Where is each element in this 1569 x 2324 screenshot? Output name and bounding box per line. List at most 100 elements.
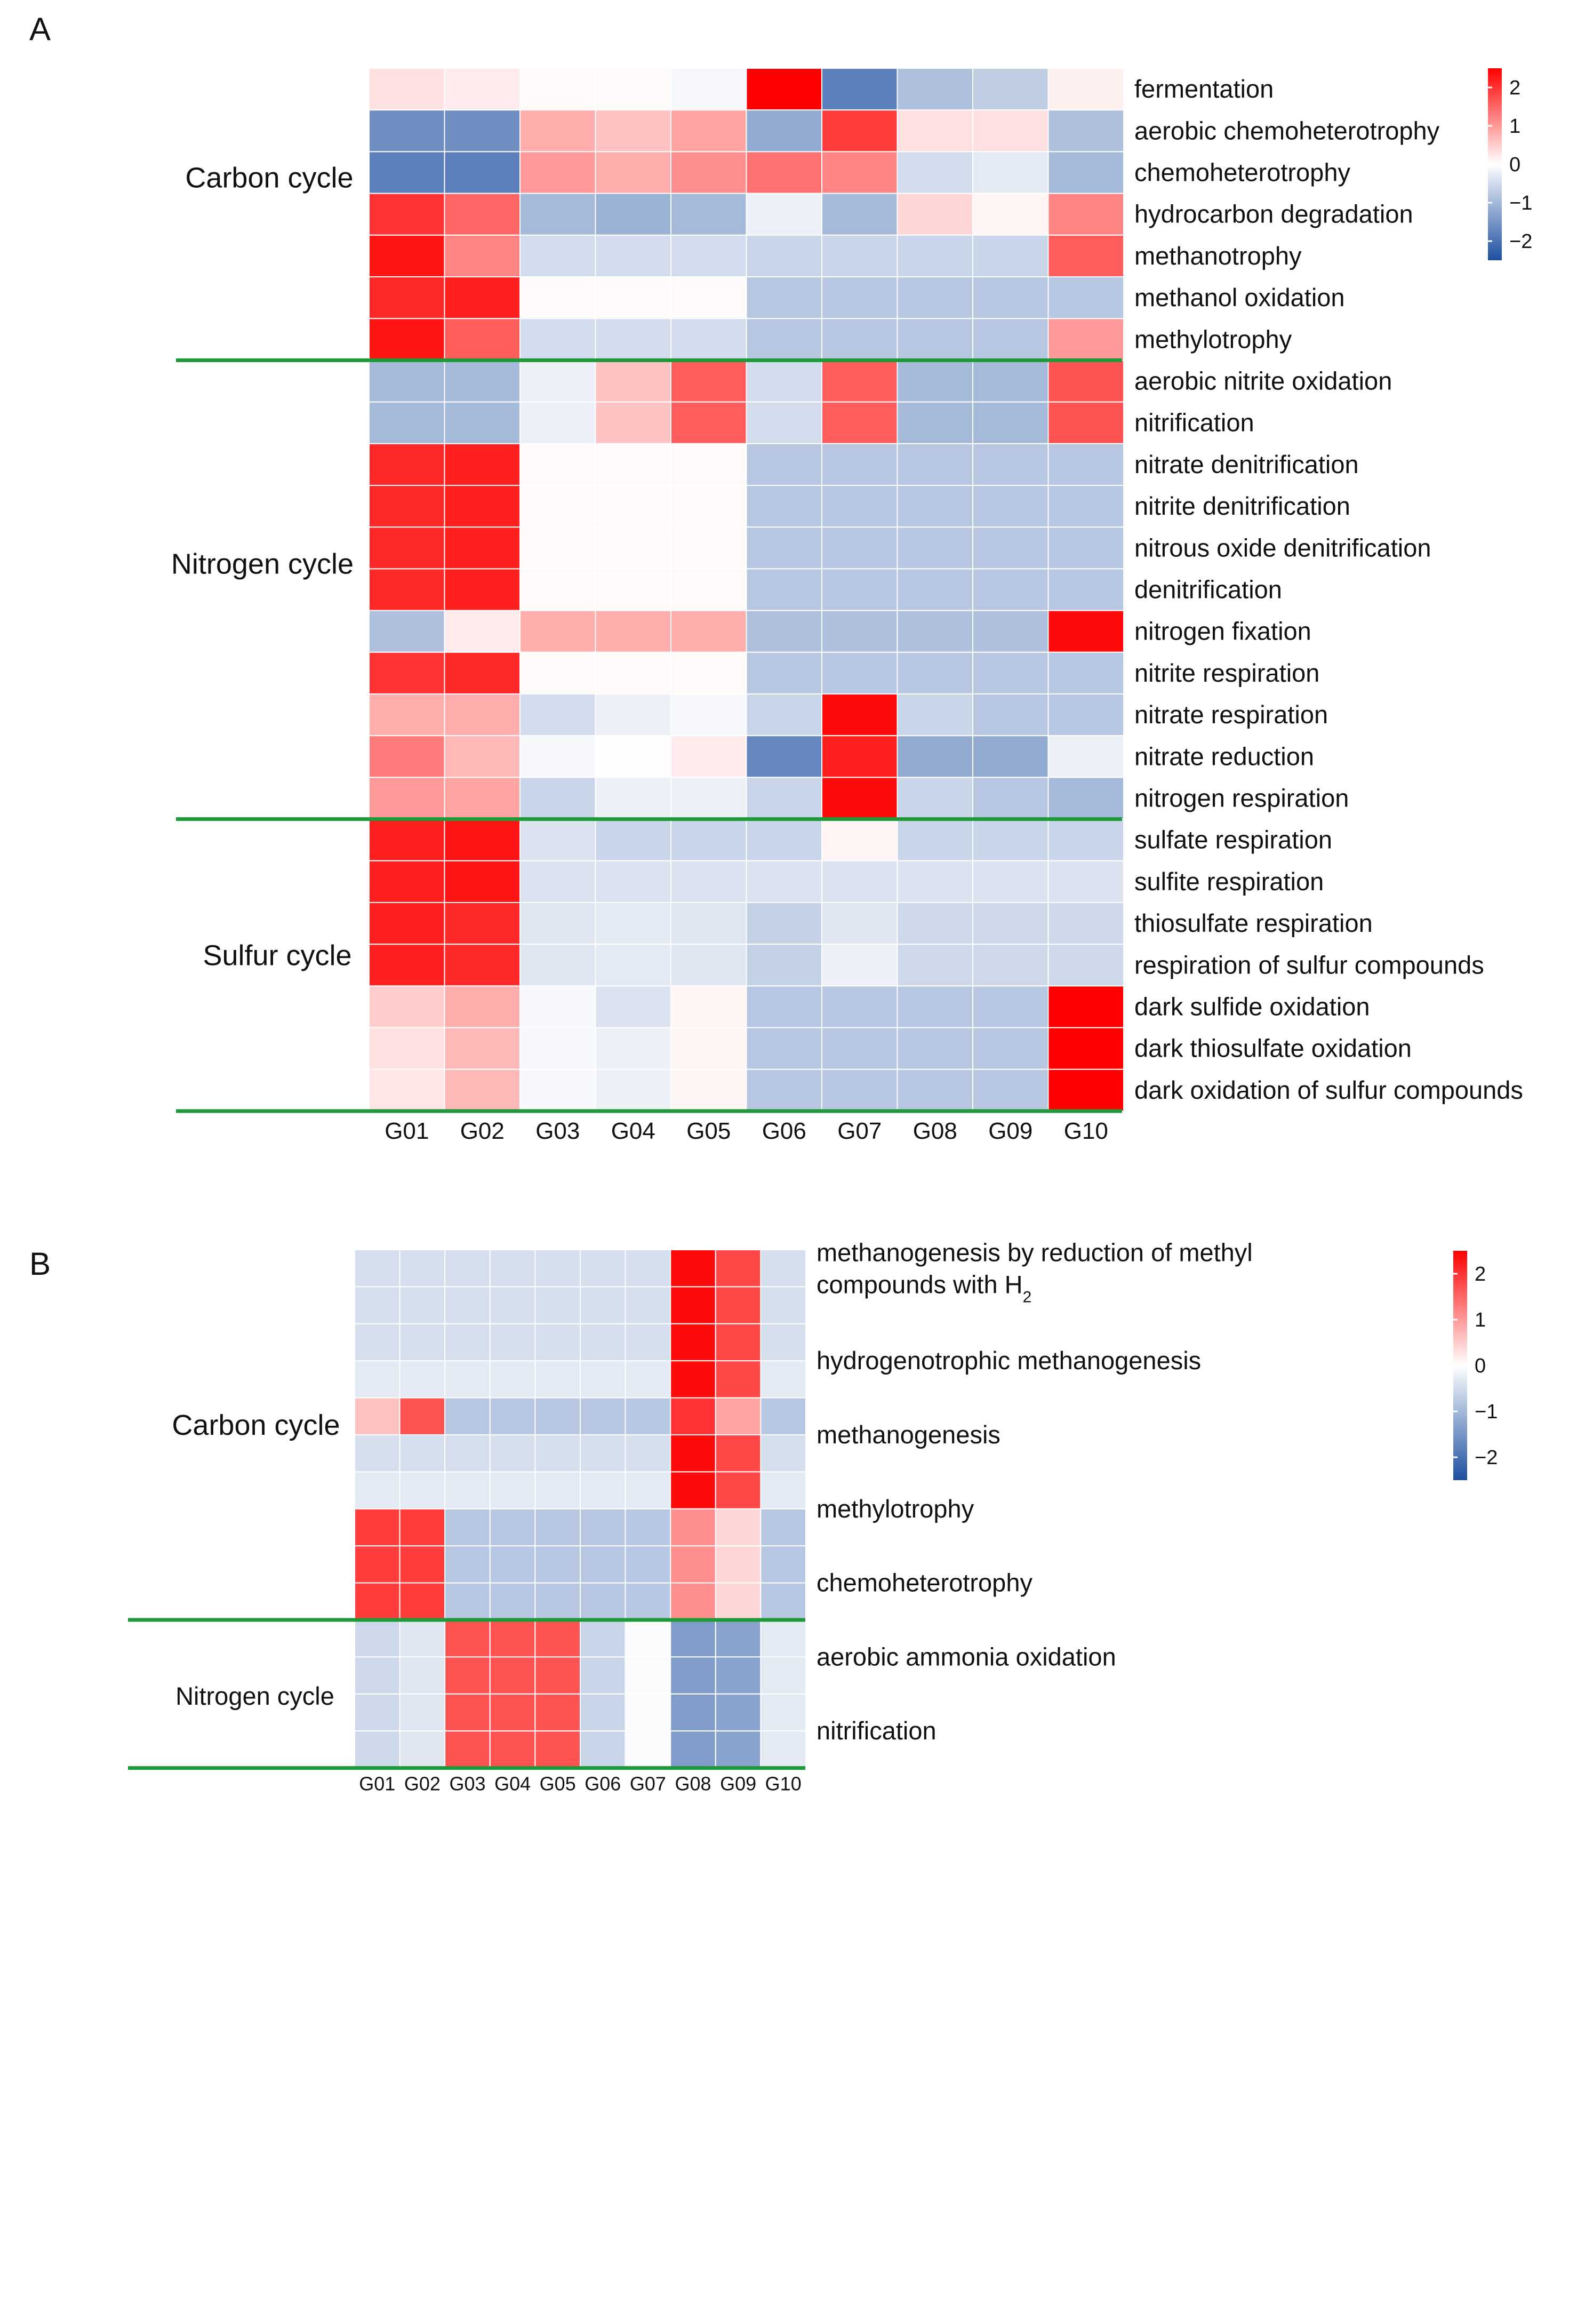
cell-a-methanotrophy-g09 (972, 234, 1049, 277)
cell-a-respiration-of-sulfur-compounds-g04 (595, 944, 671, 987)
cell-b-r5-g03 (444, 1397, 491, 1436)
cell-a-sulfite-respiration-g07 (821, 860, 898, 904)
cell-b-r6-g08 (670, 1434, 716, 1473)
cell-a-methylotrophy-g06 (746, 318, 822, 361)
cell-a-nitrate-denitrification-g10 (1047, 443, 1124, 486)
cell-b-r1-g02 (399, 1249, 446, 1288)
cell-a-nitrate-denitrification-g08 (896, 443, 973, 486)
cell-b-r6-g06 (580, 1434, 626, 1473)
cell-a-sulfite-respiration-g08 (896, 860, 973, 904)
column-label-b-g10: G10 (765, 1773, 802, 1795)
cell-b-r10-g05 (534, 1582, 581, 1621)
cell-b-r8-g05 (534, 1508, 581, 1547)
cell-a-methanotrophy-g08 (896, 234, 973, 277)
cell-a-nitrite-respiration-g03 (519, 651, 596, 695)
cell-a-nitrous-oxide-denitrification-g09 (972, 526, 1049, 570)
cell-a-nitrate-respiration-g01 (369, 693, 445, 737)
cell-a-aerobic-chemoheterotrophy-g01 (369, 109, 445, 153)
cell-a-nitrite-denitrification-g07 (821, 485, 898, 528)
cell-a-dark-oxidation-of-sulfur-compounds-g10 (1047, 1068, 1124, 1112)
cell-a-sulfate-respiration-g10 (1047, 818, 1124, 861)
cell-a-thiosulfate-respiration-g07 (821, 902, 898, 945)
row-label-nitrogen-fixation: nitrogen fixation (1134, 617, 1311, 645)
cell-a-sulfite-respiration-g04 (595, 860, 671, 904)
cell-a-respiration-of-sulfur-compounds-g08 (896, 944, 973, 987)
legend-b-tick-label: −2 (1475, 1447, 1498, 1469)
cell-b-r5-g08 (670, 1397, 716, 1436)
cell-b-r11-g09 (715, 1619, 762, 1658)
cell-b-r14-g01 (354, 1730, 401, 1769)
row-label-nitrous-oxide-denitrification: nitrous oxide denitrification (1134, 533, 1431, 562)
cell-b-r14-g05 (534, 1730, 581, 1769)
cell-a-methanol-oxidation-g04 (595, 276, 671, 320)
cell-a-nitrogen-fixation-g05 (670, 610, 747, 653)
cell-a-sulfate-respiration-g08 (896, 818, 973, 861)
cell-a-nitrous-oxide-denitrification-g01 (369, 526, 445, 570)
cell-a-dark-sulfide-oxidation-g10 (1047, 985, 1124, 1028)
cell-a-nitrogen-respiration-g07 (821, 777, 898, 820)
column-label-b-g06: G06 (585, 1773, 621, 1795)
cell-a-nitrogen-respiration-g06 (746, 777, 822, 820)
cell-a-respiration-of-sulfur-compounds-g02 (444, 944, 521, 987)
cell-b-r1-g06 (580, 1249, 626, 1288)
cell-a-thiosulfate-respiration-g03 (519, 902, 596, 945)
cell-a-nitrous-oxide-denitrification-g07 (821, 526, 898, 570)
cell-a-dark-sulfide-oxidation-g05 (670, 985, 747, 1028)
cell-b-r13-g05 (534, 1693, 581, 1732)
cell-a-nitrate-respiration-g06 (746, 693, 822, 737)
cell-a-nitrogen-respiration-g10 (1047, 777, 1124, 820)
cell-b-r6-g10 (760, 1434, 807, 1473)
group-label-nitrogen-cycle: Nitrogen cycle (171, 548, 354, 580)
cell-a-sulfate-respiration-g02 (444, 818, 521, 861)
column-label-b-g01: G01 (359, 1773, 395, 1795)
cell-a-sulfate-respiration-g06 (746, 818, 822, 861)
cell-b-r2-g04 (489, 1286, 536, 1324)
cell-a-methanotrophy-g04 (595, 234, 671, 277)
cell-a-dark-oxidation-of-sulfur-compounds-g02 (444, 1068, 521, 1112)
cell-a-nitrate-denitrification-g04 (595, 443, 671, 486)
cell-b-r6-g09 (715, 1434, 762, 1473)
cell-a-aerobic-nitrite-oxidation-g09 (972, 360, 1049, 403)
cell-b-r13-g08 (670, 1693, 716, 1732)
row-label-nitrogen-respiration: nitrogen respiration (1134, 784, 1349, 812)
cell-b-r9-g02 (399, 1545, 446, 1584)
cell-a-nitrous-oxide-denitrification-g02 (444, 526, 521, 570)
legend-b-tick-label: −1 (1475, 1401, 1498, 1423)
cell-a-aerobic-chemoheterotrophy-g02 (444, 109, 521, 153)
cell-b-r9-g08 (670, 1545, 716, 1584)
cell-b-r4-g09 (715, 1360, 762, 1399)
row-label-hydrocarbon-degradation: hydrocarbon degradation (1134, 200, 1413, 228)
panel-a-column-labels: G01 G02 G03 G04 G05 G06 G07 G08 G09 G10 (385, 1118, 1108, 1144)
cell-b-r5-g02 (399, 1397, 446, 1436)
cell-b-r7-g01 (354, 1471, 401, 1510)
cell-b-r12-g05 (534, 1656, 581, 1695)
panel-b-letter: B (29, 1246, 51, 1282)
cell-a-respiration-of-sulfur-compounds-g06 (746, 944, 822, 987)
cell-a-denitrification-g03 (519, 568, 596, 611)
row-label-b-methylotrophy: methylotrophy (816, 1495, 974, 1523)
row-label-methylotrophy: methylotrophy (1134, 325, 1292, 353)
legend-a-tick-label: −1 (1509, 192, 1532, 214)
cell-b-r4-g05 (534, 1360, 581, 1399)
cell-a-dark-oxidation-of-sulfur-compounds-g01 (369, 1068, 445, 1112)
cell-a-denitrification-g08 (896, 568, 973, 611)
cell-a-nitrogen-fixation-g10 (1047, 610, 1124, 653)
cell-b-r3-g03 (444, 1323, 491, 1362)
cell-a-nitrate-reduction-g01 (369, 735, 445, 778)
legend-a-tick-label: 2 (1509, 77, 1520, 99)
cell-a-nitrous-oxide-denitrification-g10 (1047, 526, 1124, 570)
cell-a-chemoheterotrophy-g10 (1047, 151, 1124, 194)
cell-a-nitrification-g06 (746, 401, 822, 444)
cell-a-methylotrophy-g07 (821, 318, 898, 361)
column-label-b-g07: G07 (630, 1773, 666, 1795)
cell-a-dark-sulfide-oxidation-g08 (896, 985, 973, 1028)
cell-a-chemoheterotrophy-g07 (821, 151, 898, 194)
cell-b-r9-g03 (444, 1545, 491, 1584)
panel-b-column-labels: G01 G02 G03 G04 G05 G06 G07 G08 G09 G10 (359, 1773, 801, 1795)
cell-b-r3-g07 (625, 1323, 671, 1362)
cell-b-r7-g04 (489, 1471, 536, 1510)
cell-a-dark-oxidation-of-sulfur-compounds-g08 (896, 1068, 973, 1112)
cell-b-r2-g06 (580, 1286, 626, 1324)
cell-a-aerobic-chemoheterotrophy-g07 (821, 109, 898, 153)
cell-a-hydrocarbon-degradation-g05 (670, 193, 747, 236)
